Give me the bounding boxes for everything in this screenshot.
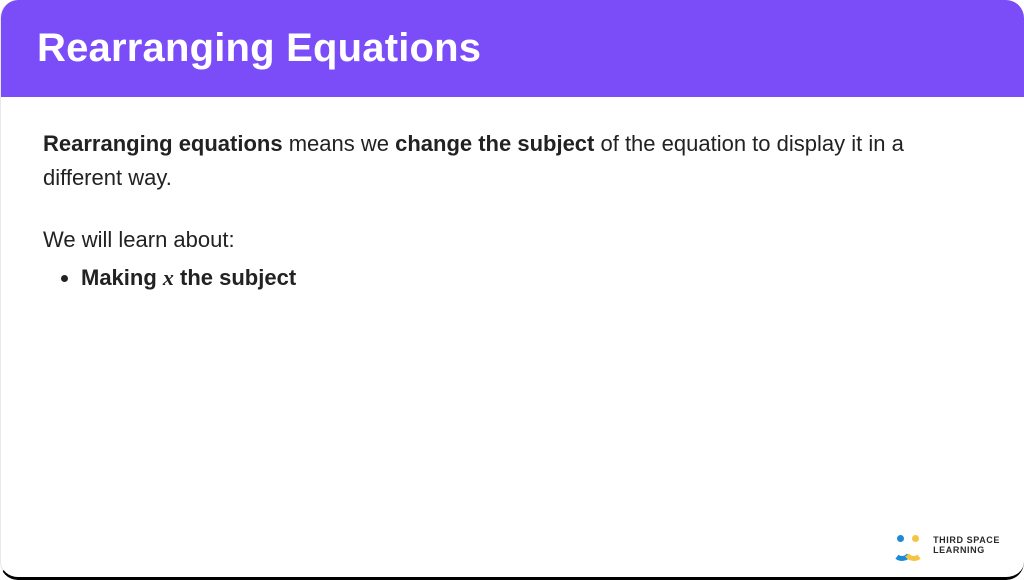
learn-label: We will learn about: [43, 223, 982, 257]
list-item-post: the subject [174, 265, 296, 290]
list-item-pre: Making [81, 265, 163, 290]
logo-line2: LEARNING [933, 546, 1000, 556]
brand-logo: THIRD SPACE LEARNING [891, 533, 1000, 559]
page-title: Rearranging Equations [37, 26, 988, 71]
logo-icon [891, 533, 925, 559]
slide-body: Rearranging equations means we change th… [1, 97, 1024, 295]
math-variable: x [163, 265, 174, 290]
logo-text: THIRD SPACE LEARNING [933, 536, 1000, 556]
slide-card: Rearranging Equations Rearranging equati… [0, 0, 1024, 580]
learn-list: Making x the subject [43, 261, 982, 295]
list-item: Making x the subject [81, 261, 982, 295]
intro-bold-lead: Rearranging equations [43, 131, 283, 156]
intro-paragraph: Rearranging equations means we change th… [43, 127, 982, 195]
intro-text-1: means we [283, 131, 396, 156]
intro-bold-mid: change the subject [395, 131, 594, 156]
slide-header: Rearranging Equations [1, 0, 1024, 97]
